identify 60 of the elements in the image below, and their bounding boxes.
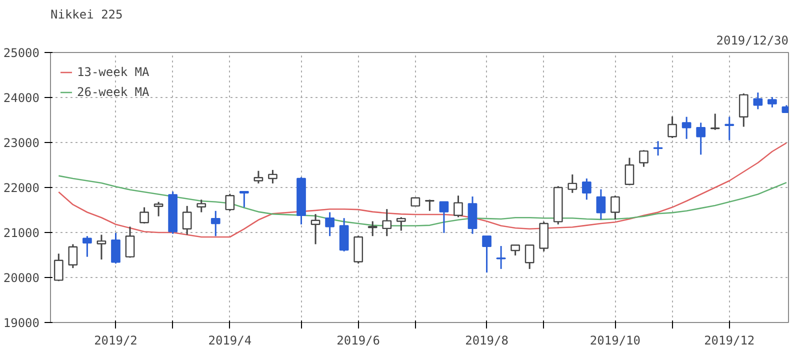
candlestick <box>439 201 449 234</box>
y-tick-label: 25000 <box>3 46 40 60</box>
x-tick-label: 2019/12 <box>704 334 755 348</box>
candlestick <box>196 198 206 213</box>
x-tick-label: 2019/10 <box>590 334 641 348</box>
candlestick <box>111 232 120 264</box>
candlestick <box>310 213 320 245</box>
candlestick <box>596 188 606 220</box>
candlestick <box>239 190 249 208</box>
legend-label: 26-week MA <box>77 85 150 99</box>
candlestick <box>582 178 592 200</box>
text: 2019/12/30 <box>716 34 789 48</box>
candlestick <box>396 216 406 232</box>
chart-title: Nikkei 225 <box>50 8 123 22</box>
candlestick <box>524 244 534 270</box>
candlestick <box>724 116 734 141</box>
candlestick <box>96 234 106 260</box>
x-tick-label: 2019/2 <box>94 334 138 348</box>
candlestick <box>510 244 520 256</box>
candlestick <box>710 112 720 131</box>
candlestick <box>268 169 278 184</box>
candlestick <box>624 157 634 186</box>
candlestick <box>125 226 135 258</box>
candlestick <box>653 140 663 156</box>
candlestick <box>54 252 64 282</box>
candlestick <box>454 194 463 218</box>
candlestick <box>154 201 164 218</box>
y-tick-label: 20000 <box>3 271 40 285</box>
candlestick <box>68 243 78 269</box>
x-tick-label: 2019/4 <box>208 334 252 348</box>
candlestick <box>210 210 220 237</box>
candlestick <box>610 194 620 220</box>
candlestick <box>254 170 264 184</box>
candlestick <box>568 174 578 194</box>
candlestick <box>639 149 648 168</box>
candlestick <box>425 198 434 212</box>
y-tick-label: 19000 <box>3 316 40 330</box>
candlestick <box>682 116 692 140</box>
y-tick-label: 21000 <box>3 226 40 240</box>
candlestick <box>753 92 763 110</box>
x-tick-label: 2019/6 <box>336 334 380 348</box>
candlestick <box>140 206 149 224</box>
legend-label: 13-week MA <box>77 65 150 79</box>
candlestick <box>768 96 777 108</box>
candlestick <box>225 193 235 212</box>
y-tick-label: 24000 <box>3 91 40 105</box>
x-tick-label: 2019/8 <box>465 334 508 348</box>
candlestick <box>738 92 748 128</box>
candlestick <box>325 212 334 237</box>
candlestick <box>482 235 492 274</box>
line-series <box>58 142 788 238</box>
candlestick <box>182 205 192 236</box>
candlestick <box>496 245 506 270</box>
candlestick <box>668 116 677 139</box>
candlestick <box>696 122 706 156</box>
y-tick-label: 23000 <box>3 136 40 150</box>
y-tick-label: 22000 <box>3 181 40 195</box>
candlestick <box>82 235 92 258</box>
candlestick <box>382 208 392 237</box>
candlestick <box>368 220 378 237</box>
